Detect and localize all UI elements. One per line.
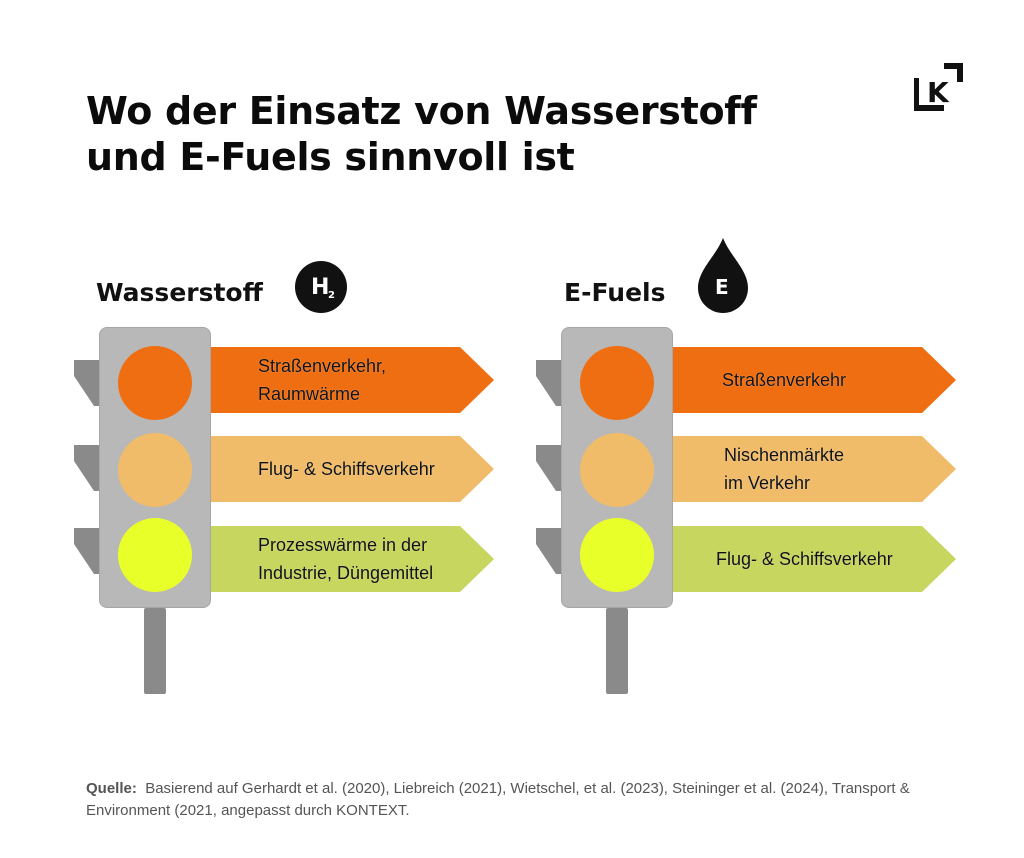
title-line-1: Wo der Einsatz von Wasserstoff <box>86 89 757 133</box>
sign-red: Straßenverkehr <box>672 347 956 413</box>
panel-wasserstoff: Wasserstoff H 2 Straßenverkehr, Raumwärm… <box>74 240 494 700</box>
sign-line: Straßenverkehr <box>722 370 847 390</box>
green-lamp <box>118 518 192 592</box>
sign-line: Nischenmärkte <box>724 445 845 465</box>
source-note: Quelle: Basierend auf Gerhardt et al. (2… <box>86 778 936 822</box>
sign-line: Industrie, Düngemittel <box>258 563 434 583</box>
amber-lamp <box>580 433 654 507</box>
amber-lamp <box>118 433 192 507</box>
sign-line: Prozesswärme in der <box>258 535 428 555</box>
panel-label-wasserstoff: Wasserstoff <box>96 278 263 307</box>
h2-circle-icon: H 2 <box>295 261 347 313</box>
sign-amber: Nischenmärkte im Verkehr <box>672 436 956 502</box>
sign-green: Flug- & Schiffsverkehr <box>672 526 956 592</box>
sign-amber: Flug- & Schiffsverkehr <box>210 436 494 502</box>
green-lamp <box>580 518 654 592</box>
red-lamp <box>118 346 192 420</box>
kontext-logo-icon: K <box>913 62 964 112</box>
traffic-light-post <box>606 608 628 694</box>
source-text: Basierend auf Gerhardt et al. (2020), Li… <box>86 780 910 819</box>
sign-red: Straßenverkehr, Raumwärme <box>210 347 494 413</box>
sign-green: Prozesswärme in der Industrie, Düngemitt… <box>210 526 494 592</box>
source-label: Quelle: <box>86 780 137 797</box>
fuel-drop-icon: E <box>698 238 748 313</box>
sign-line: Raumwärme <box>258 384 361 404</box>
traffic-light-post <box>144 608 166 694</box>
panel-label-e-fuels: E-Fuels <box>564 278 666 307</box>
panel-e-fuels: E-Fuels E Straßenverkehr Nischenmärkte i… <box>536 238 956 700</box>
sign-line: Straßenverkehr, <box>258 356 387 376</box>
title-line-2: und E-Fuels sinnvoll ist <box>86 135 575 179</box>
badge-sub-h2: 2 <box>328 290 335 301</box>
logo-letter: K <box>927 76 950 109</box>
red-lamp <box>580 346 654 420</box>
badge-main-h2: H <box>311 275 329 300</box>
page-title: Wo der Einsatz von Wasserstoff und E-Fue… <box>86 88 886 180</box>
sign-line: Flug- & Schiffsverkehr <box>716 549 893 569</box>
badge-main-e: E <box>715 275 729 299</box>
sign-line: im Verkehr <box>724 473 811 493</box>
sign-line: Flug- & Schiffsverkehr <box>258 459 435 479</box>
